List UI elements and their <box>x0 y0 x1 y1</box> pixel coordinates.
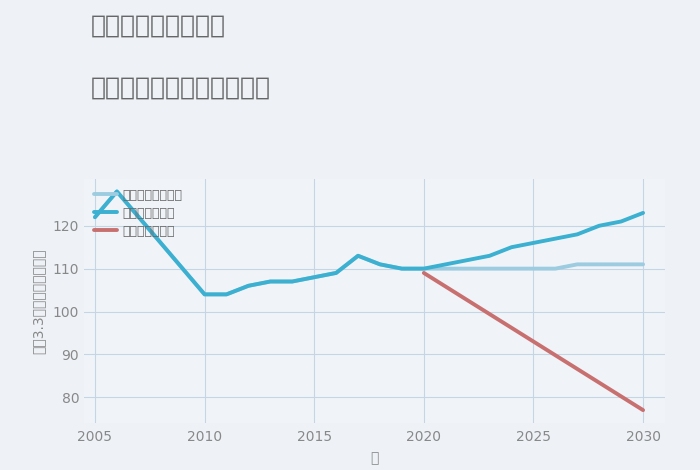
グッドシナリオ <box>529 240 538 246</box>
グッドシナリオ <box>223 291 231 297</box>
グッドシナリオ <box>113 188 121 194</box>
Text: 三重県桑名市里町の: 三重県桑名市里町の <box>91 14 226 38</box>
ノーマルシナリオ <box>157 240 165 246</box>
グッドシナリオ <box>134 214 143 220</box>
グッドシナリオ <box>573 232 582 237</box>
グッドシナリオ <box>398 266 406 272</box>
Text: 中古マンションの価格推移: 中古マンションの価格推移 <box>91 75 271 99</box>
ノーマルシナリオ <box>91 214 99 220</box>
Legend: ノーマルシナリオ, グッドシナリオ, バッドシナリオ: ノーマルシナリオ, グッドシナリオ, バッドシナリオ <box>90 185 186 242</box>
グッドシナリオ <box>200 291 209 297</box>
バッドシナリオ <box>529 339 538 345</box>
ノーマルシナリオ <box>376 261 384 267</box>
ノーマルシナリオ <box>573 261 582 267</box>
グッドシナリオ <box>463 257 472 263</box>
ノーマルシナリオ <box>529 266 538 272</box>
ノーマルシナリオ <box>485 266 494 272</box>
ノーマルシナリオ <box>178 266 187 272</box>
バッドシナリオ <box>639 407 648 413</box>
グッドシナリオ <box>266 279 274 284</box>
ノーマルシナリオ <box>223 291 231 297</box>
グッドシナリオ <box>551 236 559 242</box>
Line: バッドシナリオ: バッドシナリオ <box>424 273 643 410</box>
ノーマルシナリオ <box>551 266 559 272</box>
Line: グッドシナリオ: グッドシナリオ <box>95 191 643 294</box>
ノーマルシナリオ <box>113 188 121 194</box>
Line: ノーマルシナリオ: ノーマルシナリオ <box>95 191 643 294</box>
グッドシナリオ <box>639 210 648 216</box>
グッドシナリオ <box>617 219 625 224</box>
ノーマルシナリオ <box>639 261 648 267</box>
ノーマルシナリオ <box>595 261 603 267</box>
グッドシナリオ <box>157 240 165 246</box>
ノーマルシナリオ <box>398 266 406 272</box>
バッドシナリオ <box>419 270 428 276</box>
グッドシナリオ <box>376 261 384 267</box>
ノーマルシナリオ <box>442 266 450 272</box>
グッドシナリオ <box>244 283 253 289</box>
グッドシナリオ <box>91 214 99 220</box>
ノーマルシナリオ <box>354 253 363 258</box>
グッドシナリオ <box>332 270 340 276</box>
グッドシナリオ <box>354 253 363 258</box>
グッドシナリオ <box>442 261 450 267</box>
ノーマルシナリオ <box>310 274 319 280</box>
X-axis label: 年: 年 <box>370 451 379 465</box>
グッドシナリオ <box>485 253 494 258</box>
Y-axis label: 坪（3.3㎡）単価（万円）: 坪（3.3㎡）単価（万円） <box>32 248 46 353</box>
グッドシナリオ <box>288 279 297 284</box>
ノーマルシナリオ <box>463 266 472 272</box>
ノーマルシナリオ <box>617 261 625 267</box>
ノーマルシナリオ <box>200 291 209 297</box>
ノーマルシナリオ <box>266 279 274 284</box>
グッドシナリオ <box>419 266 428 272</box>
ノーマルシナリオ <box>288 279 297 284</box>
ノーマルシナリオ <box>244 283 253 289</box>
グッドシナリオ <box>595 223 603 228</box>
ノーマルシナリオ <box>508 266 516 272</box>
ノーマルシナリオ <box>332 270 340 276</box>
ノーマルシナリオ <box>419 266 428 272</box>
グッドシナリオ <box>508 244 516 250</box>
グッドシナリオ <box>310 274 319 280</box>
グッドシナリオ <box>178 266 187 272</box>
ノーマルシナリオ <box>134 214 143 220</box>
